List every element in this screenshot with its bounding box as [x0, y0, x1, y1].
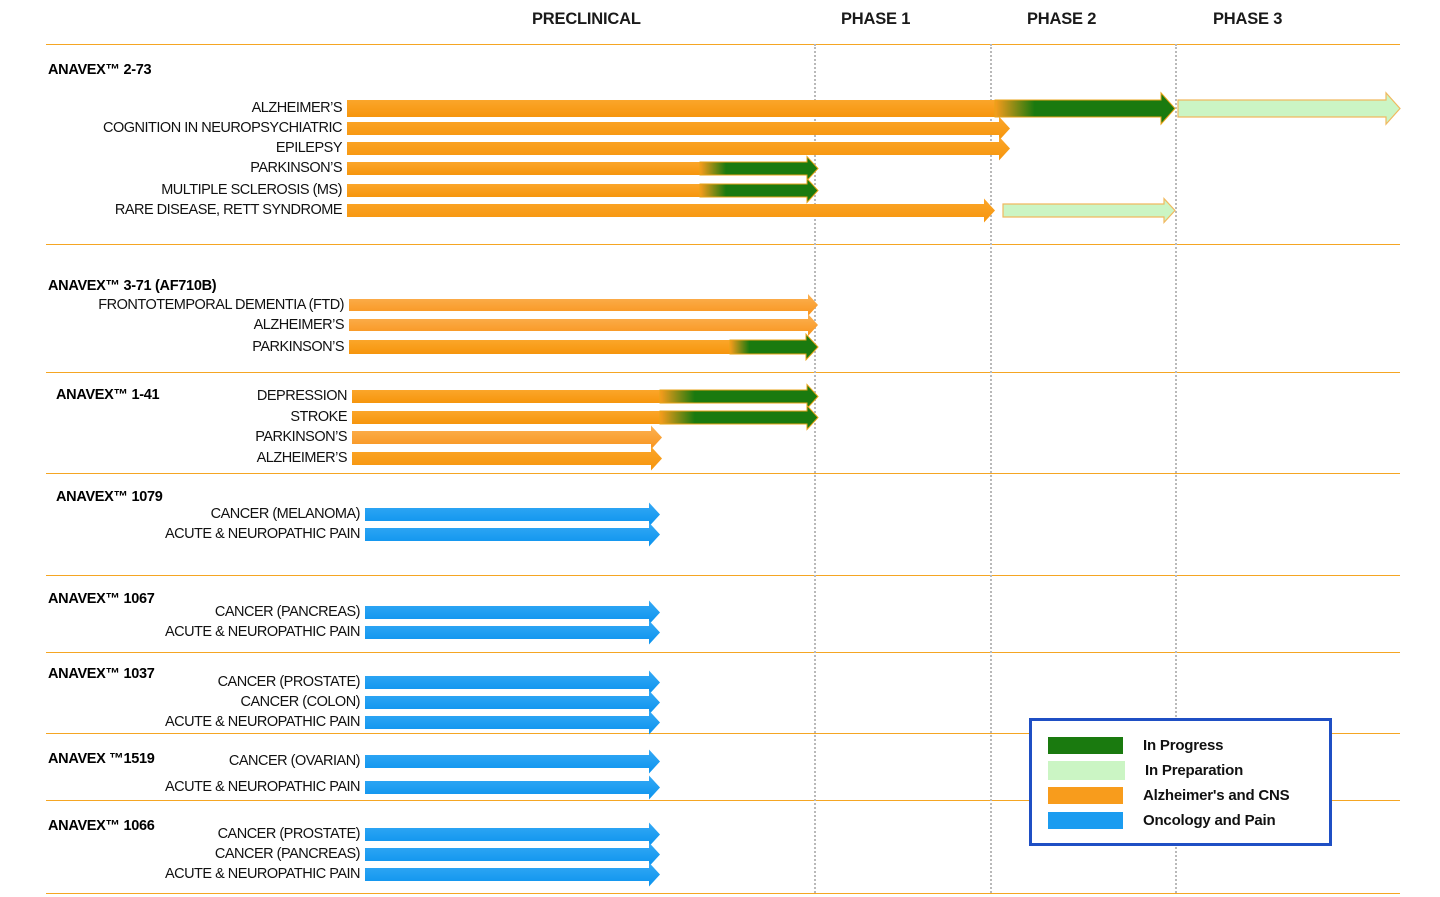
section-divider-rule-0 — [46, 44, 1400, 45]
program-title-5: ANAVEX™ 1037 — [48, 666, 155, 682]
pipeline-bar — [365, 862, 660, 886]
section-divider-rule-5 — [46, 652, 1400, 653]
pipeline-bar — [347, 90, 1401, 126]
indication-label: ALZHEIMER’S — [253, 317, 345, 333]
pipeline-bar — [347, 154, 819, 182]
phase-divider-3 — [1175, 44, 1177, 893]
program-title-7: ANAVEX™ 1066 — [48, 818, 155, 834]
pipeline-bar — [365, 522, 660, 546]
phase-header-3: PHASE 2 — [1027, 10, 1097, 28]
section-divider-rule-1 — [46, 244, 1400, 245]
legend-label-3: Oncology and Pain — [1143, 812, 1276, 829]
section-divider-rule-7 — [46, 800, 1400, 801]
legend-item-1: In Preparation — [1048, 758, 1329, 783]
indication-label: PARKINSON’S — [252, 339, 344, 355]
indication-label: CANCER (OVARIAN) — [228, 753, 361, 769]
program-title-1: ANAVEX™ 3-71 (AF710B) — [48, 278, 217, 294]
indication-label: MULTIPLE SCLEROSIS (MS) — [161, 182, 342, 198]
legend-box: In Progress In Preparation Alzheimer's and… — [1029, 718, 1332, 846]
section-divider-rule-2 — [46, 372, 1400, 373]
pipeline-bar — [347, 116, 1010, 140]
pipeline-bar — [365, 775, 660, 799]
indication-label: ACUTE & NEUROPATHIC PAIN — [164, 714, 361, 730]
legend-label-1: In Preparation — [1145, 762, 1244, 779]
pipeline-bar — [352, 403, 819, 431]
indication-label: CANCER (MELANOMA) — [210, 506, 361, 522]
phase-divider-2 — [990, 44, 992, 893]
phase-header-2: PHASE 1 — [841, 10, 911, 28]
legend-item-0: In Progress — [1048, 733, 1329, 758]
program-title-6: ANAVEX ™1519 — [48, 751, 155, 767]
section-divider-rule-3 — [46, 473, 1400, 474]
pipeline-bar — [365, 842, 660, 866]
program-title-0: ANAVEX™ 2-73 — [48, 62, 152, 78]
pipeline-bar — [347, 136, 1010, 160]
indication-label: EPILEPSY — [275, 140, 343, 156]
pipeline-bar — [365, 620, 660, 644]
section-divider-rule-4 — [46, 575, 1400, 576]
section-divider-rule-6 — [46, 733, 1400, 734]
pipeline-bar — [352, 425, 662, 449]
indication-label: DEPRESSION — [256, 388, 348, 404]
pipeline-bar — [365, 670, 660, 694]
pipeline-bar — [365, 710, 660, 734]
phase-header-4: PHASE 3 — [1213, 10, 1283, 28]
pipeline-bar — [365, 600, 660, 624]
pipeline-bar — [365, 822, 660, 846]
indication-label: ALZHEIMER’S — [256, 450, 348, 466]
pipeline-bar — [347, 196, 1176, 224]
indication-label: PARKINSON’S — [255, 429, 347, 445]
indication-label: FRONTOTEMPORAL DEMENTIA (FTD) — [98, 297, 344, 313]
phase-header-1: PRECLINICAL — [532, 10, 641, 28]
pipeline-bar — [349, 293, 818, 317]
indication-label: COGNITION IN NEUROPSYCHIATRIC — [103, 120, 343, 136]
legend-swatch-1 — [1048, 761, 1125, 780]
legend-swatch-2 — [1048, 787, 1123, 804]
indication-label: CANCER (PROSTATE) — [217, 826, 361, 842]
legend-label-0: In Progress — [1143, 737, 1224, 754]
indication-label: RARE DISEASE, RETT SYNDROME — [114, 202, 343, 218]
legend-label-2: Alzheimer's and CNS — [1143, 787, 1290, 804]
legend-swatch-0 — [1048, 737, 1123, 754]
pipeline-bar — [349, 313, 818, 337]
indication-label: ACUTE & NEUROPATHIC PAIN — [164, 866, 361, 882]
indication-label: ACUTE & NEUROPATHIC PAIN — [164, 779, 361, 795]
program-title-3: ANAVEX™ 1079 — [56, 489, 163, 505]
indication-label: ACUTE & NEUROPATHIC PAIN — [164, 624, 361, 640]
legend-swatch-3 — [1048, 812, 1123, 829]
indication-label: ALZHEIMER’S — [251, 100, 343, 116]
legend-item-3: Oncology and Pain — [1048, 808, 1329, 833]
indication-label: CANCER (PANCREAS) — [214, 846, 361, 862]
pipeline-bar — [365, 690, 660, 714]
section-divider-rule-8 — [46, 893, 1400, 894]
indication-label: CANCER (COLON) — [240, 694, 361, 710]
pipeline-bar — [365, 502, 660, 526]
pipeline-bar — [347, 176, 819, 204]
indication-label: PARKINSON’S — [250, 160, 342, 176]
program-title-2: ANAVEX™ 1-41 — [56, 387, 160, 403]
indication-label: STROKE — [290, 409, 347, 425]
program-title-4: ANAVEX™ 1067 — [48, 591, 155, 607]
legend-item-2: Alzheimer's and CNS — [1048, 783, 1329, 808]
indication-label: ACUTE & NEUROPATHIC PAIN — [164, 526, 361, 542]
pipeline-bar — [349, 332, 819, 362]
indication-label: CANCER (PANCREAS) — [214, 604, 361, 620]
pipeline-bar — [365, 749, 660, 773]
phase-divider-1 — [814, 44, 816, 893]
pipeline-bar — [352, 446, 662, 470]
pipeline-bar — [352, 382, 819, 410]
indication-label: CANCER (PROSTATE) — [217, 674, 361, 690]
